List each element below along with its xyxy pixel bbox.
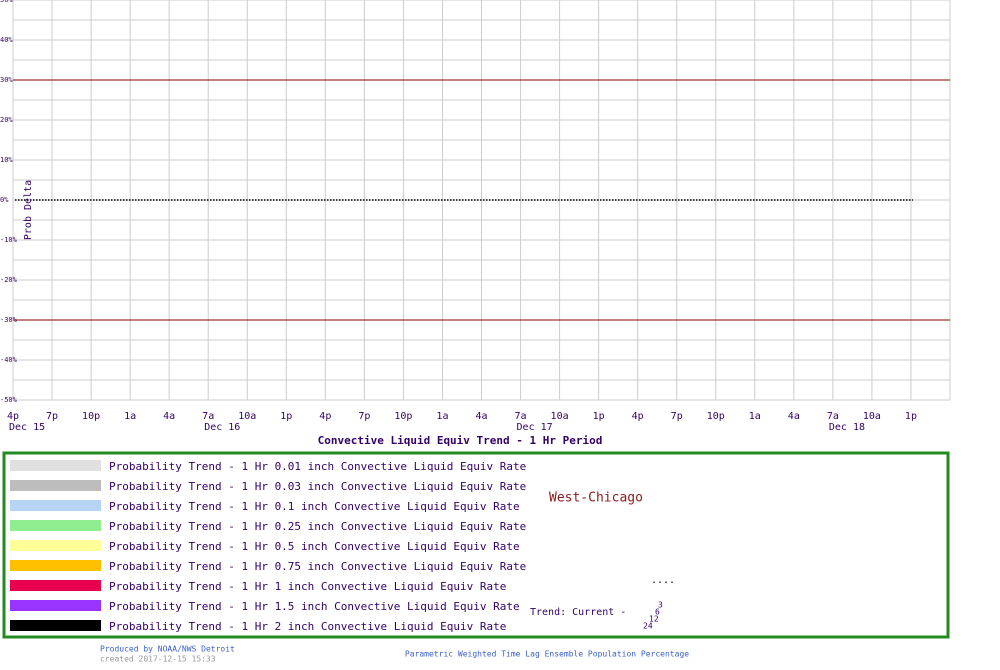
- legend-label: Probability Trend - 1 Hr 1 inch Convecti…: [109, 580, 506, 593]
- legend-swatch: [10, 600, 101, 611]
- legend-label: Probability Trend - 1 Hr 1.5 inch Convec…: [109, 600, 520, 613]
- legend-label: Probability Trend - 1 Hr 0.01 inch Conve…: [109, 460, 526, 473]
- trend-label: Trend: Current -: [530, 607, 626, 618]
- footer-created: created 2017-12-15 15:33: [100, 655, 216, 664]
- x-tick-label: 10p: [82, 411, 100, 422]
- trend-hour: 24: [643, 622, 653, 631]
- legend-swatch: [10, 580, 101, 591]
- legend-swatch: [10, 540, 101, 551]
- y-tick-label: -40%: [0, 356, 18, 364]
- x-tick-label: 1p: [280, 411, 292, 422]
- footer-produced: Produced by NOAA/NWS Detroit: [100, 645, 235, 654]
- legend-swatch: [10, 480, 101, 491]
- legend-label: Probability Trend - 1 Hr 2 inch Convecti…: [109, 620, 506, 633]
- y-tick-label: 20%: [0, 116, 13, 124]
- trend-hour: 3: [658, 601, 663, 610]
- x-date-label: Dec 16: [204, 422, 240, 433]
- legend-swatch: [10, 460, 101, 471]
- legend-swatch: [10, 500, 101, 511]
- legend-label: Probability Trend - 1 Hr 0.5 inch Convec…: [109, 540, 520, 553]
- x-tick-label: 4a: [788, 411, 800, 422]
- y-tick-label: 10%: [0, 156, 13, 164]
- y-tick-label: 30%: [0, 76, 13, 84]
- x-tick-label: 7p: [671, 411, 683, 422]
- x-tick-label: 7p: [358, 411, 370, 422]
- y-tick-label: -30%: [0, 316, 18, 324]
- x-date-label: Dec 15: [9, 422, 45, 433]
- y-tick-label: -20%: [0, 276, 18, 284]
- x-tick-label: 10a: [863, 411, 881, 422]
- legend-label: Probability Trend - 1 Hr 0.1 inch Convec…: [109, 500, 520, 513]
- legend-box: [2, 451, 950, 639]
- x-tick-label: 1a: [124, 411, 136, 422]
- x-tick-label: 1p: [905, 411, 917, 422]
- legend-swatch: [10, 620, 101, 631]
- trend-hour: 12: [649, 615, 659, 624]
- y-tick-label: 0%: [0, 196, 9, 204]
- x-tick-label: 1a: [436, 411, 448, 422]
- legend-label: Probability Trend - 1 Hr 0.25 inch Conve…: [109, 520, 526, 533]
- x-date-label: Dec 18: [829, 422, 865, 433]
- x-tick-label: 7p: [46, 411, 58, 422]
- legend-label: Probability Trend - 1 Hr 0.03 inch Conve…: [109, 480, 526, 493]
- y-tick-label: -10%: [0, 236, 18, 244]
- x-tick-label: 7a: [515, 411, 527, 422]
- legend-swatch: [10, 520, 101, 531]
- y-tick-label: 50%: [0, 0, 13, 4]
- trend-dots: ....: [651, 575, 675, 586]
- x-tick-label: 10p: [394, 411, 412, 422]
- x-tick-label: 7a: [202, 411, 214, 422]
- x-tick-label: 4a: [163, 411, 175, 422]
- y-tick-label: 40%: [0, 36, 13, 44]
- x-tick-label: 7a: [827, 411, 839, 422]
- x-tick-label: 4a: [475, 411, 487, 422]
- y-tick-label: -50%: [0, 396, 18, 404]
- x-tick-label: 10a: [238, 411, 256, 422]
- x-tick-label: 4p: [319, 411, 331, 422]
- legend-swatch: [10, 560, 101, 571]
- y-axis-label: Prob Delta: [23, 180, 34, 240]
- location: West-Chicago: [549, 491, 643, 506]
- footer-center: Parametric Weighted Time Lag Ensemble Po…: [405, 650, 689, 659]
- x-date-label: Dec 17: [517, 422, 553, 433]
- x-tick-label: 1a: [749, 411, 761, 422]
- x-tick-label: 10a: [551, 411, 569, 422]
- x-tick-label: 4p: [7, 411, 19, 422]
- legend-label: Probability Trend - 1 Hr 0.75 inch Conve…: [109, 560, 526, 573]
- trend-hour: 6: [655, 608, 660, 617]
- x-tick-label: 10p: [707, 411, 725, 422]
- chart-title: Convective Liquid Equiv Trend - 1 Hr Per…: [318, 434, 603, 447]
- x-tick-label: 4p: [632, 411, 644, 422]
- x-tick-label: 1p: [593, 411, 605, 422]
